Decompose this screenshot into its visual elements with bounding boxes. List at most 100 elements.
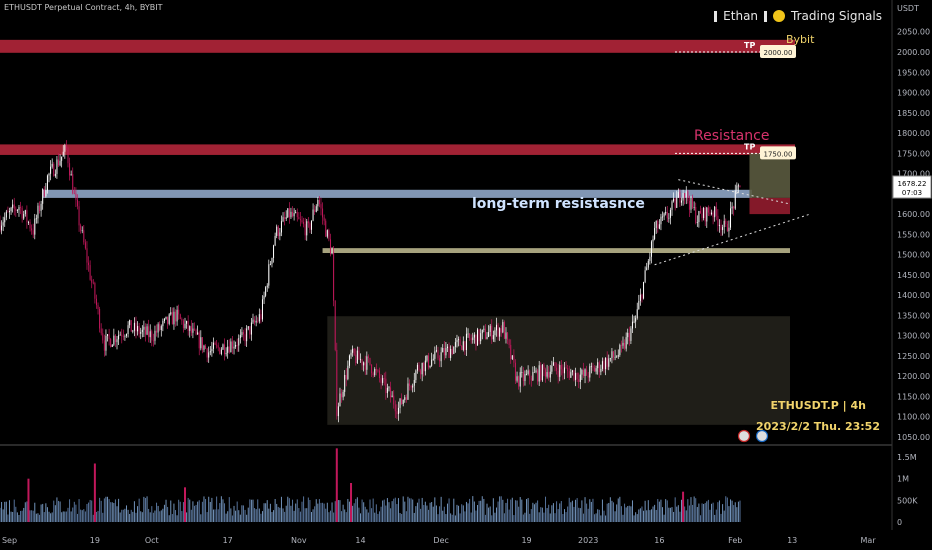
candle-body (360, 359, 362, 361)
candle-body (582, 370, 584, 377)
volume-bar (244, 509, 246, 522)
volume-bar (709, 509, 711, 522)
candle-body (233, 346, 235, 349)
volume-bar (546, 508, 548, 522)
volume-bar (494, 512, 496, 522)
candle-body (186, 321, 188, 324)
volume-bar (43, 512, 45, 522)
candle-body (437, 350, 439, 359)
volume-bar (445, 514, 447, 522)
candle-body (413, 379, 415, 386)
volume-bar (51, 512, 53, 522)
candle-body (538, 365, 540, 382)
candle-body (353, 348, 355, 355)
volume-bar (497, 501, 499, 522)
candle-body (540, 365, 542, 381)
candle-body (364, 362, 366, 370)
volume-bar (608, 502, 610, 522)
long-term-resistance-label: long-term resistasnce (472, 196, 645, 212)
candle-body (224, 344, 226, 355)
candle-body (526, 373, 528, 375)
volume-bar (617, 498, 619, 522)
volume-bar (423, 505, 425, 522)
volume-bar (459, 513, 461, 522)
volume-bar (0, 507, 1, 522)
candle-body (176, 309, 178, 322)
candle-body (445, 348, 447, 356)
candle-body (243, 332, 245, 335)
volume-bar (206, 512, 208, 522)
candle-body (43, 189, 45, 197)
candle-body (355, 354, 357, 364)
volume-bar (125, 505, 127, 522)
candle-body (8, 211, 10, 213)
volume-bar (446, 503, 448, 522)
volume-bar (334, 501, 336, 522)
candle-body (268, 264, 270, 286)
volume-bar (95, 511, 97, 522)
volume-bar (271, 512, 273, 522)
volume-bar (162, 508, 164, 522)
volume-bar (322, 502, 324, 522)
candle-body (160, 326, 162, 330)
volume-bar (86, 503, 88, 522)
candle-body (613, 351, 615, 357)
volume-bar (347, 498, 349, 522)
bybit-label: Bybit (786, 33, 815, 46)
candle-body (720, 224, 722, 230)
volume-bar (718, 500, 720, 522)
volume-bar (571, 500, 573, 522)
candle-body (709, 212, 711, 215)
volume-bar (684, 506, 686, 522)
volume-bar (241, 505, 243, 522)
candle-body (306, 221, 308, 236)
volume-bar (260, 513, 262, 522)
candle-body (208, 352, 210, 358)
volume-bar (597, 509, 599, 522)
volume-bar (622, 514, 624, 522)
x-tick-label: Nov (291, 536, 307, 545)
candle-body (554, 362, 556, 368)
volume-bar (42, 503, 44, 522)
candle-body (212, 342, 214, 349)
candle-body (138, 325, 140, 334)
volume-bar (483, 498, 485, 522)
volume-bar (413, 512, 415, 522)
y-tick-label: 1550.00 (897, 230, 930, 239)
volume-bar (393, 498, 395, 522)
candle-body (508, 339, 510, 345)
volume-bar (594, 514, 596, 522)
volume-bar (551, 505, 553, 522)
volume-bar (677, 505, 679, 522)
volume-bar (662, 507, 664, 522)
volume-bar (690, 497, 692, 522)
volume-spike (682, 491, 685, 522)
candle-body (220, 349, 222, 354)
volume-bar (141, 512, 143, 522)
candle-body (396, 411, 398, 415)
volume-bar (254, 508, 256, 522)
volume-bar (173, 503, 175, 522)
volume-bar (437, 514, 439, 522)
candle-body (416, 364, 418, 371)
volume-bar (405, 511, 407, 522)
volume-bar (673, 511, 675, 522)
candle-body (655, 220, 657, 229)
candle-body (510, 344, 512, 360)
volume-bar (695, 498, 697, 522)
candle-body (67, 148, 69, 164)
candle-body (329, 239, 331, 255)
candle-body (277, 226, 279, 237)
volume-bar (367, 512, 369, 522)
candle-body (401, 398, 403, 405)
candle-body (590, 366, 592, 368)
candle-body (69, 163, 71, 176)
volume-bar (660, 499, 662, 522)
candle-body (530, 378, 532, 381)
candle-body (578, 379, 580, 382)
volume-bar (513, 515, 515, 522)
candle-body (402, 399, 404, 405)
candle-body (29, 221, 31, 229)
volume-bar (363, 502, 365, 522)
